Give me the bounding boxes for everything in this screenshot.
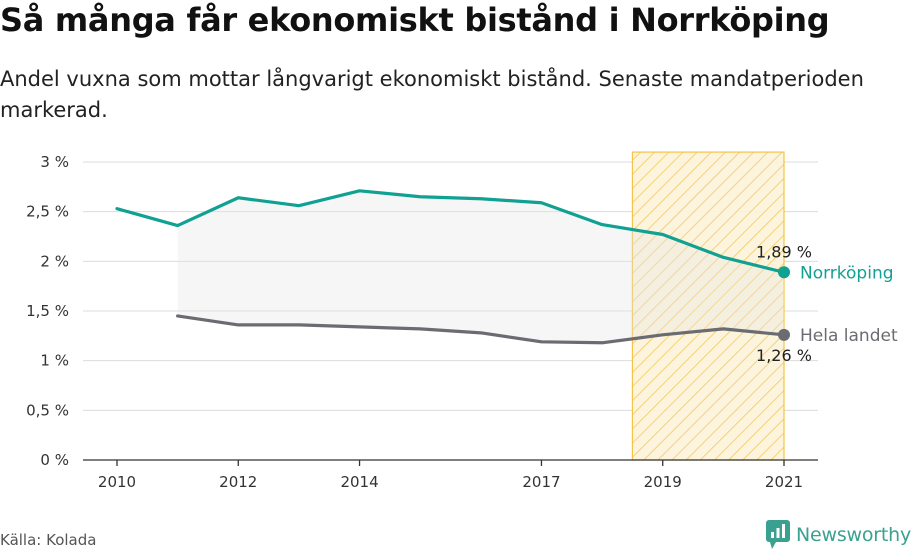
x-tick-label: 2017 (522, 473, 560, 491)
x-tick-label: 2014 (340, 473, 378, 491)
axes: 0 % 0,5 % 1 % 1,5 % 2 % 2,5 % 3 % 2010 2012 2014 2… (26, 153, 818, 491)
highlight-band (631, 151, 785, 461)
x-tick-label: 2019 (644, 473, 682, 491)
gap-area-fill (177, 190, 785, 343)
y-tick-label: 0 % (40, 451, 69, 469)
end-value-label: 1,89 % (756, 242, 812, 261)
y-tick-label: 2 % (40, 252, 69, 270)
chart-subtitle: Andel vuxna som mottar långvarigt ekonom… (0, 67, 864, 122)
newsworthy-logo-icon (766, 520, 790, 549)
series-lines (115, 189, 790, 345)
y-tick-label: 0,5 % (26, 401, 69, 419)
series-line-hela-landet (176, 314, 786, 345)
brand-logo: Newsworthy (766, 520, 911, 550)
y-tick-label: 2,5 % (26, 203, 69, 221)
line-chart: 0 % 0,5 % 1 % 1,5 % 2 % 2,5 % 3 % 2010 2012 2014 2… (26, 151, 898, 491)
x-tick-label: 2012 (219, 473, 257, 491)
end-value-label: 1,26 % (756, 346, 812, 365)
chart-title: Så många får ekonomiskt bistånd i Norrkö… (0, 1, 830, 39)
series-line-norrkoping (115, 189, 786, 274)
gap-area (177, 190, 785, 343)
series-name-label: Norrköping (800, 263, 894, 283)
end-point (778, 328, 790, 341)
brand-name: Newsworthy (796, 524, 912, 546)
y-tick-label: 1 % (40, 352, 69, 370)
source-note: Källa: Kolada (0, 531, 97, 549)
y-tick-label: 1,5 % (26, 302, 69, 320)
end-point (778, 266, 790, 279)
x-tick-label: 2021 (765, 473, 803, 491)
x-tick-label: 2010 (98, 473, 136, 491)
highlight-period (631, 151, 785, 461)
y-tick-label: 3 % (40, 153, 69, 171)
series-name-label: Hela landet (800, 326, 898, 346)
